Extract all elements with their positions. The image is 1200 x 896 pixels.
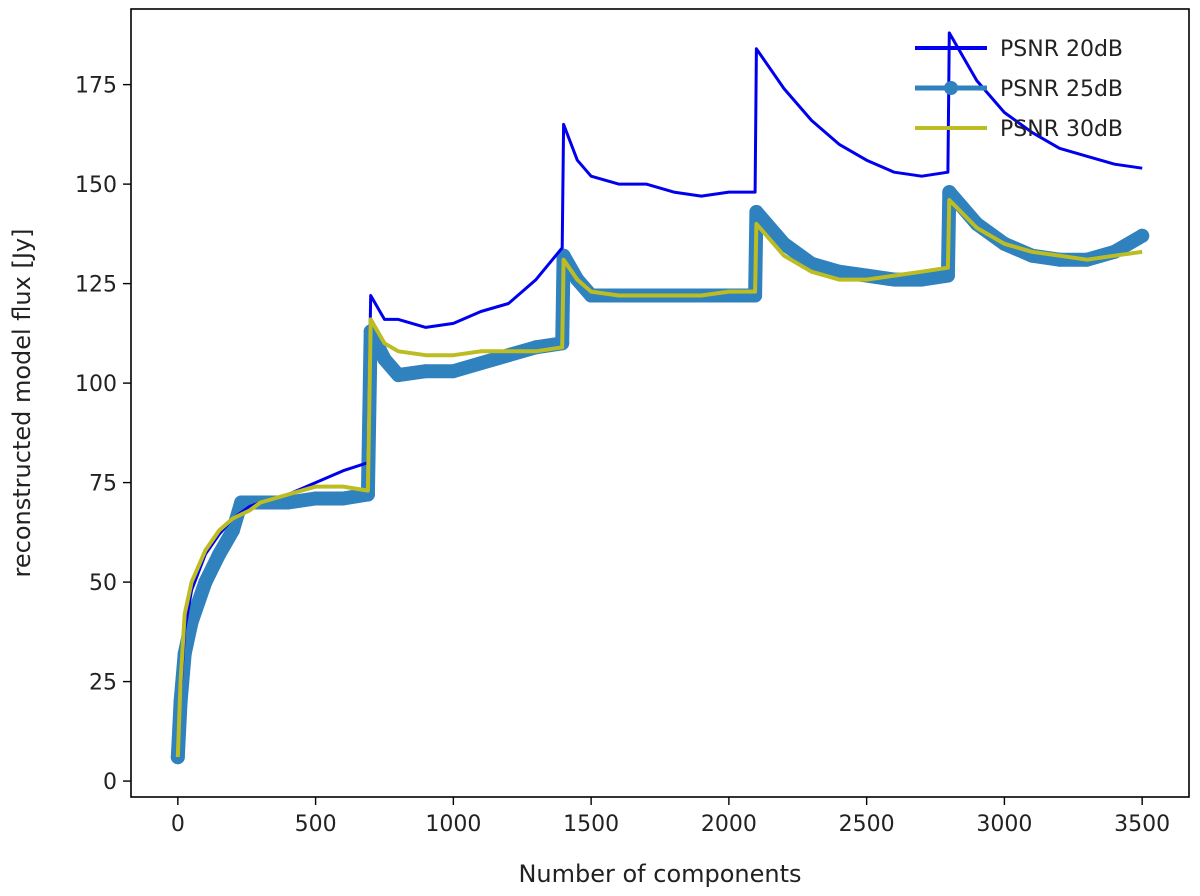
y-tick-label: 75 xyxy=(89,472,117,497)
legend-psnr-30db-label: PSNR 30dB xyxy=(1000,117,1123,142)
series-psnr-25db-point xyxy=(391,368,406,383)
y-tick-label: 150 xyxy=(75,173,117,198)
series-psnr-25db-point xyxy=(198,575,213,590)
x-tick-label: 2000 xyxy=(701,812,757,837)
series-psnr-25db-point xyxy=(281,495,295,510)
x-axis: 0 500 1000 1500 2000 2500 3000 3500 xyxy=(171,797,1170,837)
series-psnr-30db-line xyxy=(175,198,1143,758)
series-psnr-25db-point xyxy=(418,364,433,379)
plot-frame xyxy=(130,8,1190,798)
x-tick-label: 1000 xyxy=(425,812,481,837)
x-tick-label: 3000 xyxy=(976,812,1032,837)
series-psnr-25db-point xyxy=(212,547,227,562)
legend-psnr-25db-label: PSNR 25dB xyxy=(1000,77,1123,102)
series-psnr-25db-point xyxy=(940,268,955,283)
series-psnr-25db-point xyxy=(446,364,461,379)
legend: PSNR 20dB PSNR 25dB PSNR 30dB xyxy=(915,37,1123,142)
x-tick-label: 3500 xyxy=(1114,812,1170,837)
x-tick-label: 500 xyxy=(295,812,337,837)
series-psnr-25db-point xyxy=(749,205,764,219)
y-tick-label: 175 xyxy=(75,74,117,99)
y-tick-label: 0 xyxy=(103,770,117,795)
y-axis: 0 25 50 75 100 125 150 175 xyxy=(75,74,131,795)
series-psnr-25db-point xyxy=(377,352,392,367)
series-psnr-25db-point xyxy=(832,264,847,279)
y-tick-label: 25 xyxy=(89,671,117,696)
x-tick-label: 1500 xyxy=(563,812,619,837)
y-tick-label: 125 xyxy=(75,273,117,298)
series-psnr-25db-point xyxy=(308,491,323,506)
series-psnr-25db-point xyxy=(914,272,929,287)
series-psnr-25db-point xyxy=(777,236,791,251)
x-tick-label: 2500 xyxy=(839,812,895,837)
series-psnr-25db-point xyxy=(1135,228,1150,243)
x-axis-label: Number of components xyxy=(518,860,801,888)
series-psnr-25db-point xyxy=(473,356,488,371)
y-tick-label: 50 xyxy=(89,571,117,596)
series-psnr-25db-point xyxy=(234,495,249,510)
y-axis-label: reconstructed model flux [Jy] xyxy=(8,229,36,578)
series-layer xyxy=(170,31,1150,765)
plot-background xyxy=(131,9,1189,797)
legend-psnr-20db-label: PSNR 20dB xyxy=(1000,37,1123,62)
legend-psnr-25db-marker xyxy=(944,81,958,95)
x-tick-label: 0 xyxy=(171,812,185,837)
y-tick-label: 100 xyxy=(75,372,117,397)
series-psnr-25db-point xyxy=(336,491,351,506)
series-psnr-25db-point xyxy=(804,256,819,271)
series-psnr-25db-point xyxy=(969,216,984,231)
series-psnr-25db-point xyxy=(225,523,240,538)
series-psnr-25db-point xyxy=(942,185,957,200)
